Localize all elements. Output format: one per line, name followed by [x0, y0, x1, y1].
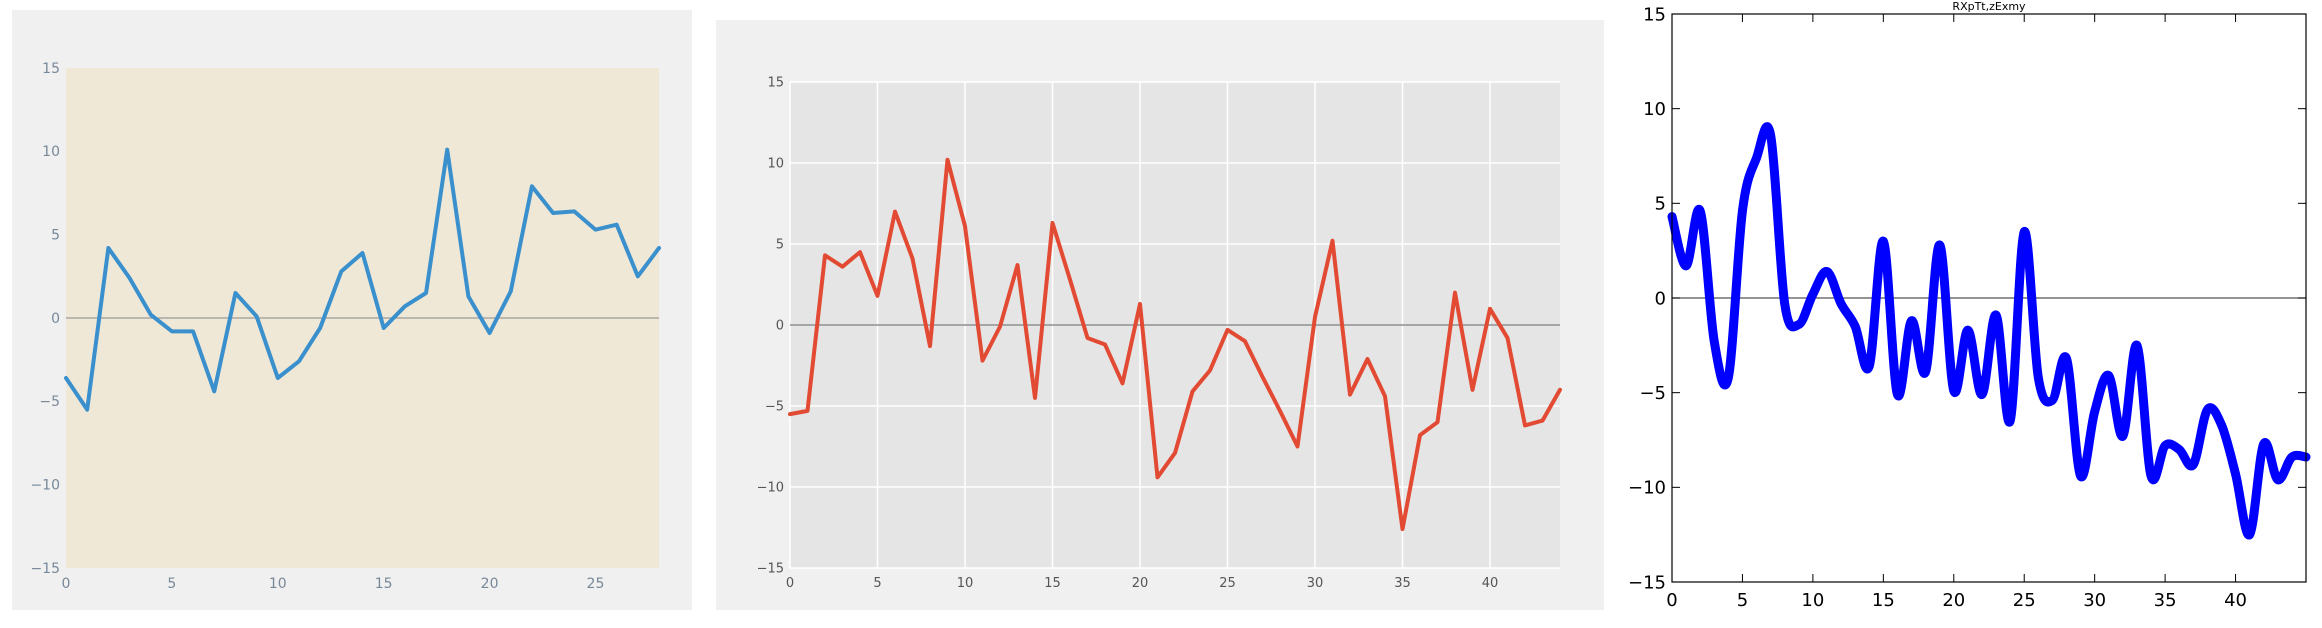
- y-tick-label: −5: [39, 394, 60, 410]
- x-tick-label: 5: [1737, 590, 1748, 611]
- x-tick-label: 15: [375, 576, 393, 592]
- chart-title: RXpTt,zExmy: [1952, 0, 2026, 13]
- x-tick-label: 0: [786, 576, 794, 591]
- chart-panel-3: 0 5 10 15 20 25 30 35 40 −15 −10 −5 0 5 10 15 RXpTt,zExm…: [1628, 0, 2311, 611]
- x-tick-label: 20: [481, 576, 499, 592]
- y-tick-label: −5: [1639, 383, 1666, 404]
- x-tick-label: 25: [2013, 590, 2036, 611]
- x-tick-label: 40: [1482, 576, 1499, 591]
- x-tick-label: 25: [587, 576, 605, 592]
- x-tick-label: 5: [873, 576, 881, 591]
- y-tick-label: −10: [30, 478, 60, 494]
- y-tick-label: −10: [1628, 478, 1666, 499]
- x-tick-label: 35: [1394, 576, 1411, 591]
- y-tick-label: 0: [776, 319, 784, 334]
- y-tick-label: 10: [1643, 99, 1666, 120]
- series-line: [788, 157, 1562, 532]
- y-tick-label: −15: [30, 561, 60, 577]
- y-tick-label: −10: [757, 481, 784, 496]
- y-tick-label: 10: [767, 157, 784, 172]
- x-tick-label: 10: [1801, 590, 1824, 611]
- y-tick-label: 15: [42, 61, 60, 77]
- x-tick-label: 15: [1872, 590, 1895, 611]
- x-tick-label: 5: [167, 576, 176, 592]
- y-tick-label: 15: [1643, 4, 1666, 25]
- y-tick-label: 15: [767, 76, 784, 91]
- x-tick-label: 20: [1132, 576, 1149, 591]
- x-tick-label: 35: [2154, 590, 2177, 611]
- y-tick-label: 10: [42, 144, 60, 160]
- series-line: [1667, 122, 2311, 540]
- x-tick-label: 30: [1307, 576, 1324, 591]
- x-tick-label: 20: [1942, 590, 1965, 611]
- x-tick-label: 0: [1666, 590, 1677, 611]
- y-tick-label: −15: [757, 562, 784, 577]
- chart-panel-1: 0 5 10 15 20 25 −15 −10 −5 0 5 10 15: [30, 61, 661, 592]
- x-tick-label: 0: [62, 576, 71, 592]
- y-tick-label: 5: [51, 228, 60, 244]
- x-tick-label: 25: [1219, 576, 1236, 591]
- y-tick-label: 0: [1655, 288, 1666, 309]
- x-tick-label: 40: [2224, 590, 2247, 611]
- x-tick-label: 15: [1044, 576, 1061, 591]
- y-tick-label: 5: [1655, 194, 1666, 215]
- chart-panel-2: 0 5 10 15 20 25 30 35 40 −15 −10 −5 0 5 10 15: [757, 76, 1562, 591]
- y-tick-label: −5: [765, 400, 784, 415]
- y-tick-label: −15: [1628, 572, 1666, 593]
- series-line: [64, 147, 661, 412]
- x-tick-label: 30: [2083, 590, 2106, 611]
- y-tick-label: 5: [776, 238, 784, 253]
- x-tick-label: 10: [957, 576, 974, 591]
- y-tick-label: 0: [51, 311, 60, 327]
- x-tick-label: 10: [269, 576, 287, 592]
